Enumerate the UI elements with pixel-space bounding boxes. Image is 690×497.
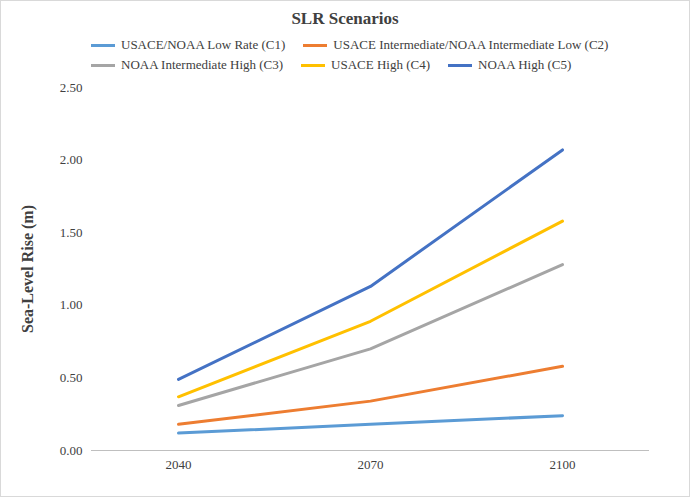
svg-text:0.00: 0.00	[60, 443, 83, 458]
html-text:SLR Scenarios: SLR Scenarios	[291, 9, 399, 28]
svg-text:2070: 2070	[358, 457, 384, 472]
html-text:USACE Intermediate/NOAA Interm: USACE Intermediate/NOAA Intermediate Low…	[333, 37, 609, 52]
html-text:USACE High (C4): USACE High (C4)	[331, 57, 431, 72]
html-text:USACE/NOAA Low Rate (C1): USACE/NOAA Low Rate (C1)	[121, 37, 286, 52]
svg-text:1.50: 1.50	[60, 225, 83, 240]
svg-text:2100: 2100	[550, 457, 576, 472]
svg-text:2.00: 2.00	[60, 152, 83, 167]
svg-text:2040: 2040	[166, 457, 192, 472]
svg-text:Sea-Level Rise (m): Sea-Level Rise (m)	[19, 205, 37, 333]
svg-text:0.50: 0.50	[60, 370, 83, 385]
svg-text:1.00: 1.00	[60, 297, 83, 312]
svg-text:2.50: 2.50	[60, 80, 83, 95]
html-text:NOAA High (C5): NOAA High (C5)	[478, 57, 572, 72]
html-text:NOAA Intermediate High (C3): NOAA Intermediate High (C3)	[121, 57, 284, 72]
